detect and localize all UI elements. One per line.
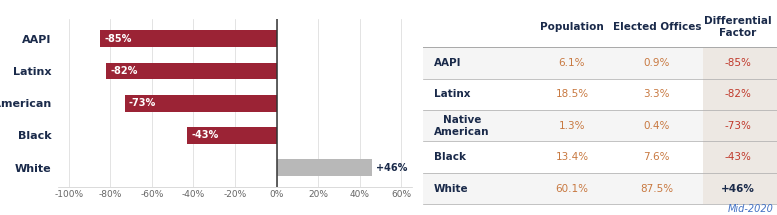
Text: -82%: -82% [725, 89, 751, 99]
Bar [423, 173, 702, 204]
Text: 3.3%: 3.3% [643, 89, 670, 99]
Bar [277, 159, 372, 176]
Text: -43%: -43% [191, 131, 218, 140]
Text: Mid-2020: Mid-2020 [727, 204, 773, 214]
Text: Native
American: Native American [434, 115, 490, 137]
Text: 0.4%: 0.4% [643, 121, 670, 131]
Text: -82%: -82% [110, 66, 138, 76]
Text: AAPI: AAPI [434, 58, 462, 68]
Text: 87.5%: 87.5% [640, 184, 674, 194]
Text: -85%: -85% [725, 58, 751, 68]
Text: 7.6%: 7.6% [643, 152, 670, 162]
Text: 6.1%: 6.1% [559, 58, 585, 68]
Text: White: White [434, 184, 469, 194]
Text: Elected Offices: Elected Offices [612, 22, 701, 32]
Text: 18.5%: 18.5% [556, 89, 588, 99]
Text: 1.3%: 1.3% [559, 121, 585, 131]
Bar [423, 47, 702, 79]
Bar [702, 79, 777, 110]
Bar [423, 79, 702, 110]
Text: 0.9%: 0.9% [643, 58, 670, 68]
Bar [106, 63, 277, 79]
Bar [100, 30, 277, 47]
Text: Differential
Factor: Differential Factor [704, 16, 772, 38]
Text: -43%: -43% [725, 152, 751, 162]
Text: +46%: +46% [376, 163, 408, 173]
Bar [187, 127, 277, 144]
Text: 13.4%: 13.4% [556, 152, 588, 162]
Bar [125, 95, 277, 112]
Bar [702, 110, 777, 141]
Bar [702, 173, 777, 204]
Text: -85%: -85% [104, 34, 131, 44]
Bar [702, 141, 777, 173]
Bar [423, 110, 702, 141]
Text: Latinx: Latinx [434, 89, 471, 99]
Text: -73%: -73% [725, 121, 751, 131]
Text: Black: Black [434, 152, 466, 162]
Text: -73%: -73% [129, 98, 156, 108]
Text: Population: Population [540, 22, 604, 32]
Bar [702, 47, 777, 79]
Text: 60.1%: 60.1% [556, 184, 588, 194]
Bar [423, 141, 702, 173]
Text: +46%: +46% [721, 184, 755, 194]
